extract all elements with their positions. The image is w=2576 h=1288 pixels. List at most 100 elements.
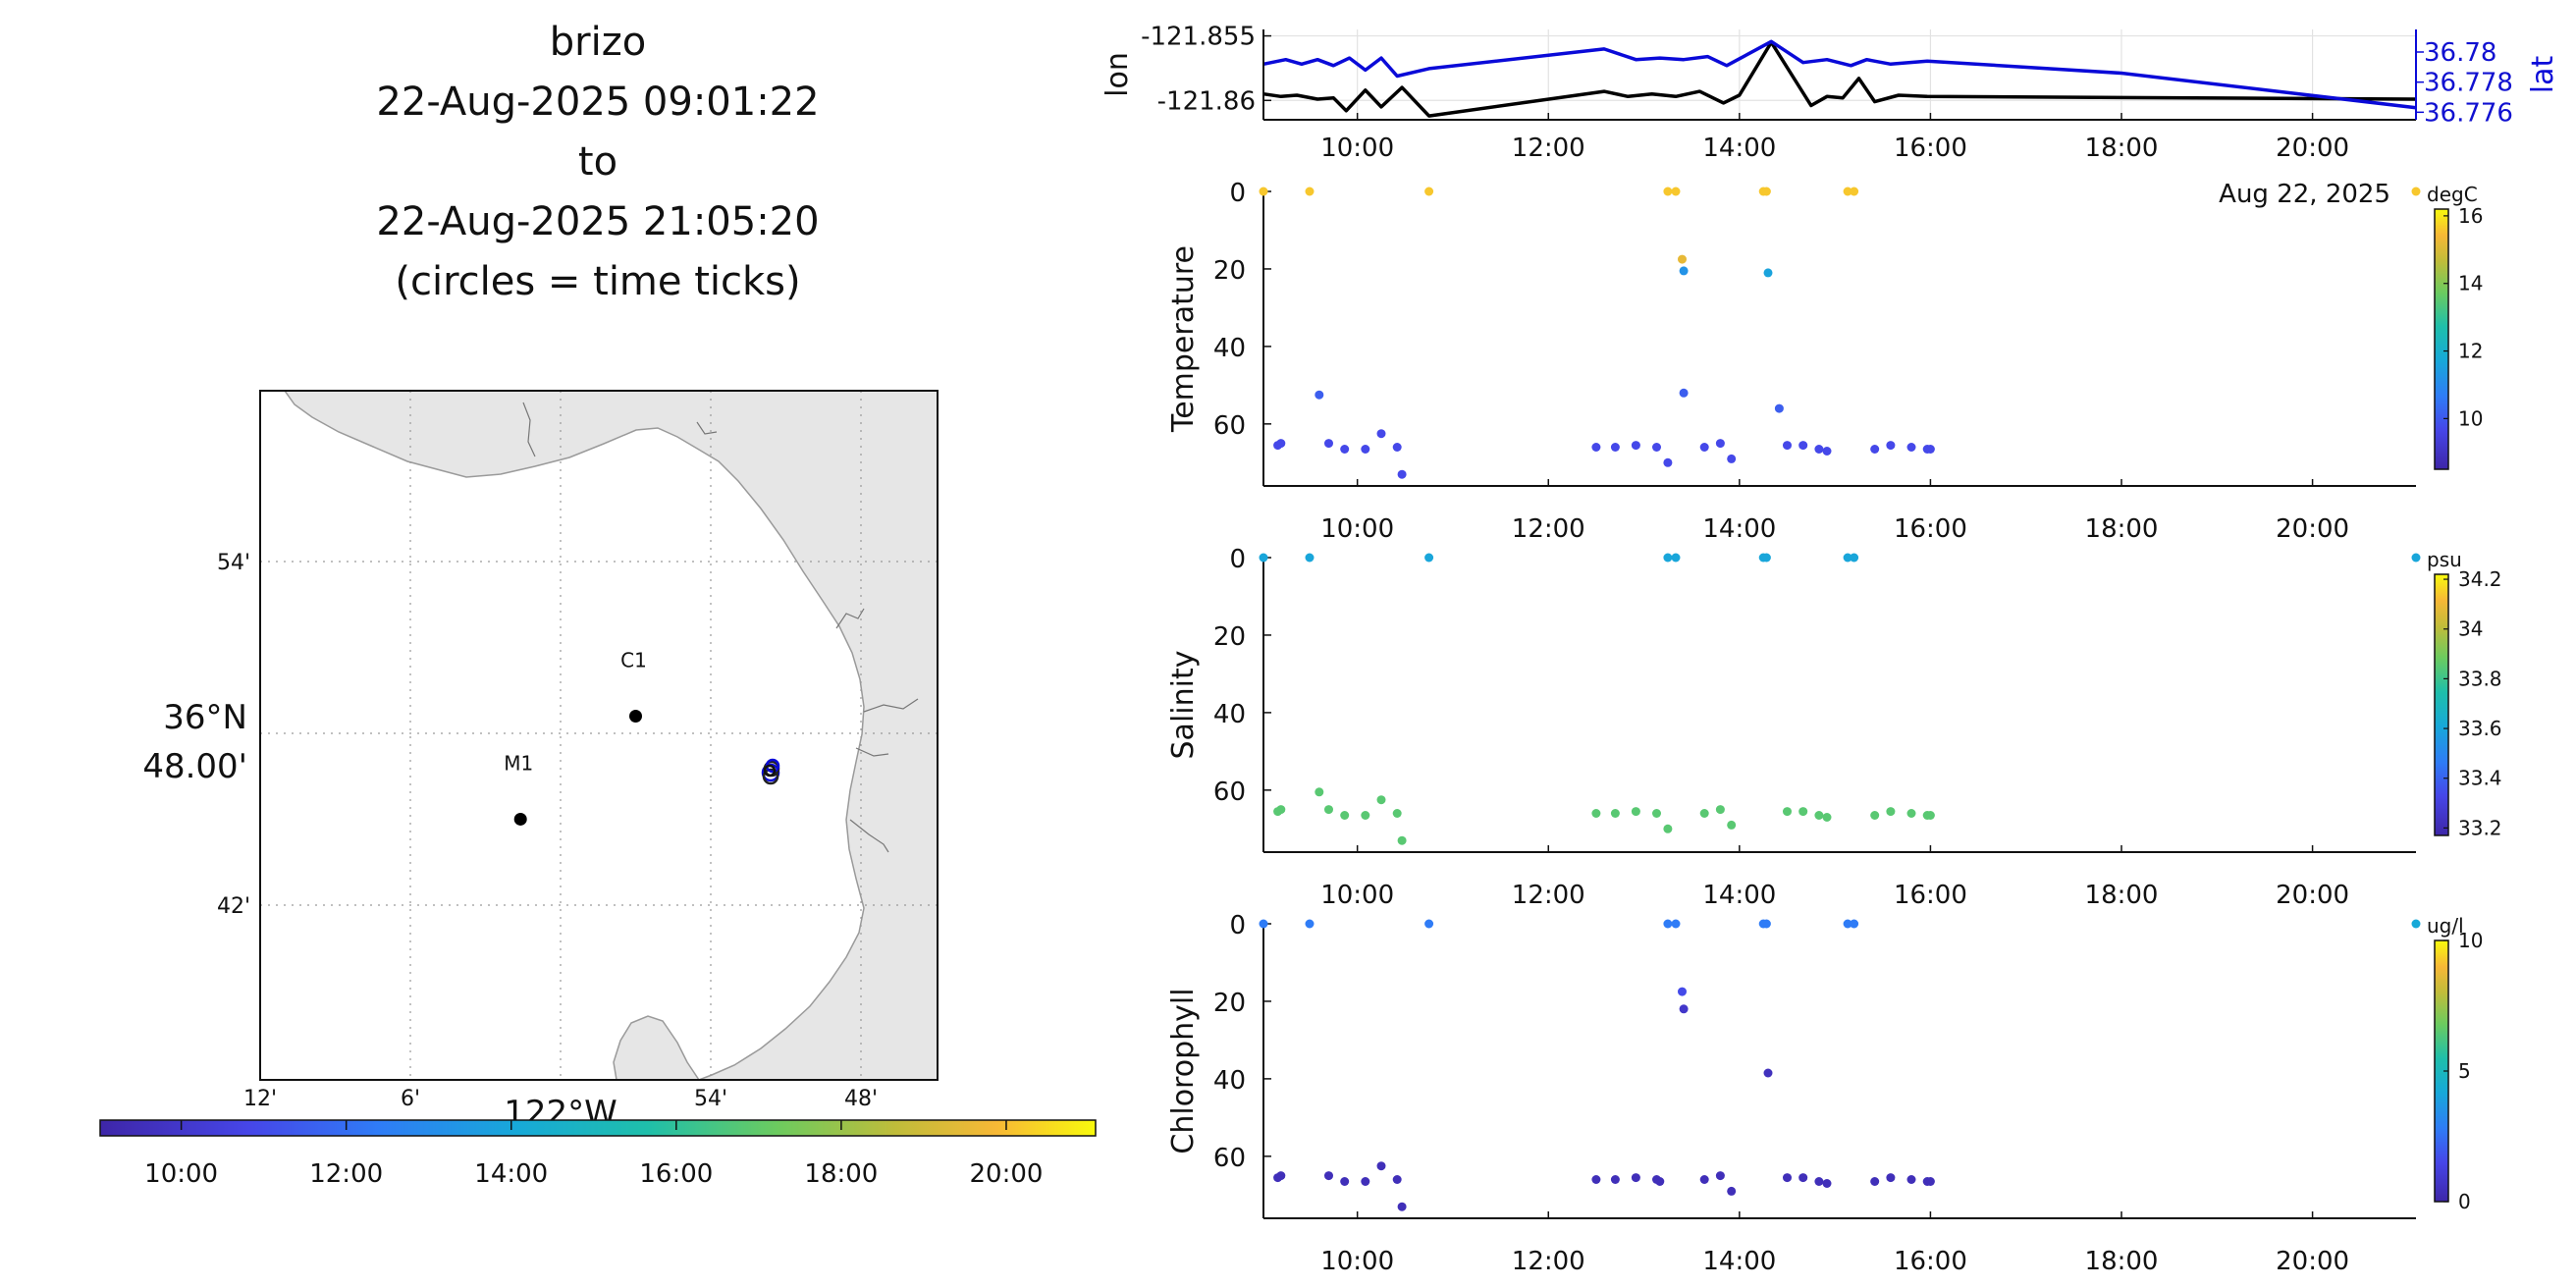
- y-tick-label: -121.855: [1141, 23, 1256, 52]
- colorbar-tick-label: 10: [2458, 406, 2483, 430]
- title-line-3: to: [578, 139, 617, 185]
- y-tick-label: 60: [1213, 778, 1246, 807]
- title-block: brizo 22-Aug-2025 09:01:22 to 22-Aug-202…: [376, 20, 819, 304]
- data-point: [1361, 445, 1370, 454]
- data-point: [1886, 1173, 1896, 1183]
- land: [284, 391, 938, 1080]
- data-point: [1652, 443, 1661, 452]
- colorbar-units: ug/l: [2427, 914, 2464, 938]
- data-point: [1678, 254, 1687, 264]
- title-line-5: (circles = time ticks): [395, 259, 800, 304]
- data-point: [1631, 1173, 1640, 1183]
- x-tick-label: 12:00: [1512, 881, 1585, 910]
- x-tick-label: 20:00: [2276, 514, 2349, 544]
- data-point: [1361, 1177, 1370, 1186]
- data-point: [1906, 809, 1916, 818]
- y-tick-label: 20: [1213, 256, 1246, 286]
- x-tick-label: 20:00: [2276, 134, 2349, 163]
- x-tick-label: 16:00: [1894, 514, 1967, 544]
- data-point: [1610, 809, 1620, 818]
- data-point: [1397, 835, 1407, 845]
- time-colorbar-tick-label: 16:00: [639, 1159, 713, 1189]
- data-point: [1699, 809, 1709, 818]
- data-point: [1715, 805, 1725, 815]
- data-point: [1340, 1177, 1350, 1186]
- data-point: [1315, 787, 1324, 797]
- colorbar-tick-label: 16: [2458, 204, 2483, 228]
- data-point: [1761, 187, 1771, 196]
- y-tick-label: 0: [1229, 545, 1246, 574]
- data-point: [1276, 439, 1286, 449]
- data-point: [1652, 809, 1661, 818]
- data-point: [1727, 454, 1737, 463]
- title-line-2: 22-Aug-2025 09:01:22: [376, 80, 819, 125]
- station-marker: [513, 812, 527, 826]
- time-colorbar-tick-label: 14:00: [474, 1159, 548, 1189]
- date-label: Aug 22, 2025: [2219, 180, 2390, 209]
- data-point: [1361, 811, 1370, 820]
- data-point: [1655, 1177, 1665, 1186]
- data-point: [1906, 443, 1916, 452]
- data-point: [1324, 805, 1333, 815]
- y-tick-label: 60: [1213, 1144, 1246, 1173]
- data-point: [1259, 553, 1268, 563]
- data-point: [1699, 443, 1709, 452]
- y2-axis-label: lat: [2526, 56, 2560, 94]
- data-point: [1870, 811, 1880, 820]
- y-axis-label: Salinity: [1166, 651, 1201, 760]
- data-point: [1715, 439, 1725, 449]
- data-point: [1850, 187, 1859, 196]
- map-x-tick: 48': [844, 1087, 878, 1111]
- data-point: [1843, 919, 1852, 929]
- x-tick-label: 10:00: [1320, 1247, 1394, 1276]
- data-point: [1424, 919, 1434, 929]
- colorbar-tick-label: 0: [2458, 1190, 2471, 1213]
- data-point: [1783, 441, 1792, 451]
- colorbar-tick-label: 10: [2458, 929, 2483, 952]
- data-point: [1324, 1171, 1333, 1181]
- data-point: [1886, 807, 1896, 817]
- data-point: [1305, 919, 1315, 929]
- data-point: [1315, 390, 1324, 400]
- data-point: [1631, 441, 1640, 451]
- y-axis-label: Temperature: [1166, 245, 1201, 433]
- y-tick-label: -121.86: [1157, 86, 1256, 116]
- data-point: [1906, 1175, 1916, 1184]
- data-point: [1376, 1161, 1386, 1171]
- data-point: [1610, 1175, 1620, 1184]
- data-point: [1843, 553, 1852, 563]
- y-tick-label: 40: [1213, 1066, 1246, 1096]
- data-point: [1925, 445, 1935, 454]
- data-point: [1671, 187, 1681, 196]
- temperature-panel: 0 20 40 60 10:00 12:00 14:00 16:00 18:00 20:00 Tem…: [1166, 179, 2483, 544]
- data-point: [1663, 553, 1673, 563]
- x-tick-label: 12:00: [1512, 134, 1585, 163]
- y-tick-label: 0: [1229, 911, 1246, 940]
- data-point: [1783, 807, 1792, 817]
- data-point: [1671, 919, 1681, 929]
- time-colorbar-tick-label: 10:00: [144, 1159, 218, 1189]
- data-point: [1397, 469, 1407, 479]
- x-tick-label: 12:00: [1512, 514, 1585, 544]
- data-point: [1392, 443, 1402, 452]
- data-point: [1663, 824, 1673, 833]
- data-point: [1814, 445, 1824, 454]
- data-point: [1870, 1177, 1880, 1186]
- time-colorbar: 10:00 12:00 14:00 16:00 18:00 20:00: [99, 1119, 1097, 1189]
- data-point: [2411, 919, 2421, 929]
- data-point: [1822, 1179, 1832, 1188]
- x-tick-label: 16:00: [1894, 1247, 1967, 1276]
- data-point: [1850, 919, 1859, 929]
- track-circles: [761, 758, 780, 785]
- data-point: [1678, 987, 1687, 996]
- map-y-tick: 42': [217, 894, 250, 919]
- station-marker: [629, 710, 642, 724]
- data-point: [1843, 187, 1852, 196]
- data-point: [1591, 443, 1601, 452]
- colorbar-tick-label: 34.2: [2458, 567, 2502, 591]
- y-tick-label: 40: [1213, 334, 1246, 363]
- colorbar-tick-label: 12: [2458, 340, 2483, 363]
- y2-tick-label: 36.78: [2424, 38, 2496, 68]
